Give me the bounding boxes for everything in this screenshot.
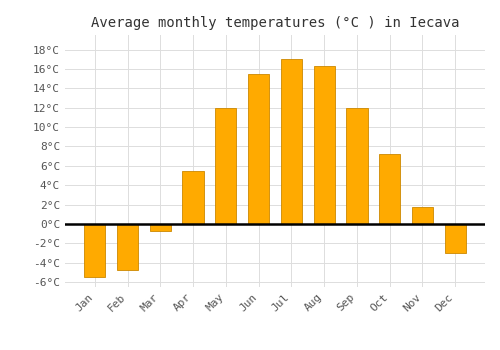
Bar: [84, 224, 106, 277]
Bar: [182, 171, 204, 224]
Bar: [248, 74, 270, 224]
Bar: [444, 224, 466, 253]
Bar: [314, 66, 335, 224]
Bar: [215, 108, 236, 224]
Title: Average monthly temperatures (°C ) in Iecava: Average monthly temperatures (°C ) in Ie…: [91, 16, 459, 30]
Bar: [280, 59, 302, 224]
Bar: [412, 206, 433, 224]
Bar: [346, 108, 368, 224]
Bar: [150, 224, 171, 231]
Bar: [117, 224, 138, 270]
Bar: [379, 154, 400, 224]
